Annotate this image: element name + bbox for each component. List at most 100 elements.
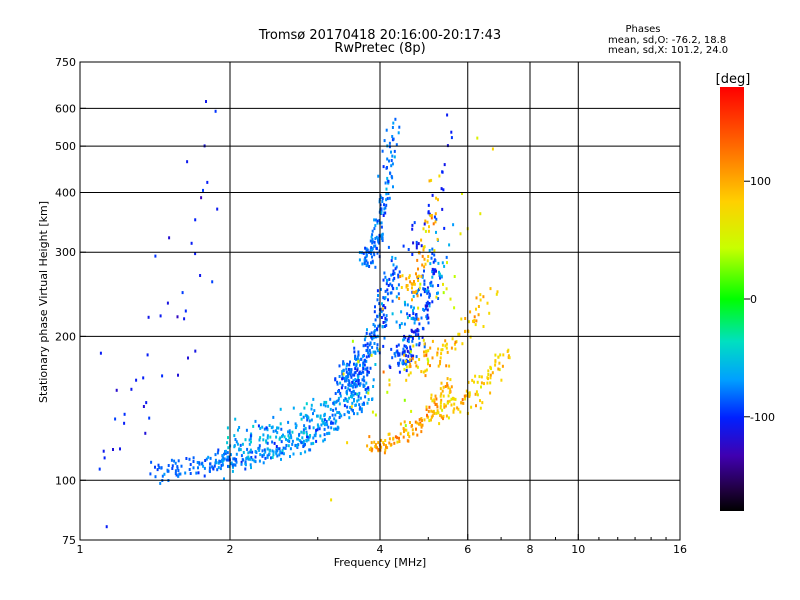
- colorbar-tick-label: 100: [750, 175, 771, 188]
- data-point: [382, 344, 385, 348]
- data-point: [294, 426, 297, 430]
- data-point: [478, 375, 481, 379]
- data-point: [208, 470, 211, 473]
- data-point: [420, 316, 423, 320]
- data-point: [441, 343, 444, 347]
- data-point: [335, 419, 338, 423]
- data-point: [192, 466, 195, 470]
- data-point: [396, 351, 399, 355]
- data-point: [415, 243, 418, 247]
- data-point: [271, 440, 274, 444]
- data-point: [285, 444, 288, 447]
- data-point: [364, 246, 367, 250]
- data-point: [371, 233, 374, 237]
- data-point: [459, 232, 462, 236]
- data-point: [266, 455, 269, 459]
- data-point: [384, 320, 387, 324]
- data-point: [443, 403, 446, 407]
- data-point: [308, 448, 311, 452]
- data-point: [333, 400, 336, 404]
- data-point: [442, 394, 445, 398]
- data-point: [385, 318, 388, 322]
- data-point: [352, 393, 355, 397]
- data-point: [292, 452, 295, 456]
- data-point: [411, 253, 414, 256]
- data-point: [376, 314, 379, 318]
- data-point: [388, 141, 391, 145]
- x-tick-label: 2: [227, 543, 234, 556]
- data-point: [280, 457, 282, 461]
- data-point: [380, 211, 383, 215]
- data-point: [194, 349, 197, 353]
- data-point: [171, 464, 174, 468]
- data-point: [304, 450, 307, 454]
- data-point: [221, 463, 224, 467]
- data-point: [429, 214, 432, 218]
- y-tick-label: 300: [55, 246, 76, 259]
- data-point: [422, 248, 425, 252]
- data-point: [440, 392, 443, 396]
- data-point: [382, 321, 385, 324]
- data-point: [184, 309, 187, 313]
- data-point: [388, 441, 391, 445]
- data-point: [474, 323, 477, 327]
- data-point: [425, 405, 428, 409]
- data-point: [411, 356, 414, 360]
- data-point: [416, 258, 419, 262]
- data-point: [376, 327, 378, 331]
- data-point: [391, 356, 394, 360]
- data-point: [433, 215, 436, 219]
- data-point: [382, 278, 385, 282]
- data-point: [405, 365, 408, 369]
- data-point: [450, 136, 453, 140]
- data-point: [368, 435, 371, 439]
- data-point: [418, 286, 421, 290]
- data-point: [291, 430, 294, 434]
- data-point: [361, 262, 364, 266]
- data-point: [440, 381, 443, 385]
- data-point: [316, 414, 319, 418]
- data-point: [425, 353, 428, 357]
- data-point: [276, 447, 279, 451]
- data-point: [342, 362, 345, 366]
- data-point: [458, 332, 461, 336]
- data-point: [494, 353, 497, 357]
- data-point: [278, 453, 281, 457]
- data-point: [271, 449, 274, 453]
- data-point: [352, 373, 355, 377]
- data-point: [323, 433, 326, 437]
- data-point: [235, 460, 238, 464]
- data-point: [258, 438, 261, 442]
- data-point: [467, 330, 470, 333]
- data-point: [408, 276, 411, 280]
- data-point: [374, 265, 377, 269]
- data-point: [345, 367, 348, 371]
- data-point: [433, 398, 436, 402]
- data-point: [316, 423, 319, 427]
- data-point: [303, 406, 306, 410]
- data-point: [292, 406, 295, 410]
- data-point: [359, 357, 362, 361]
- data-point: [411, 286, 413, 290]
- data-point: [476, 380, 479, 384]
- data-point: [489, 373, 492, 377]
- data-point: [453, 407, 456, 411]
- data-point: [195, 471, 198, 475]
- data-point: [389, 282, 392, 286]
- data-point: [403, 420, 406, 424]
- data-point: [281, 451, 284, 455]
- data-point: [206, 180, 209, 184]
- data-point: [394, 435, 397, 439]
- data-point: [159, 314, 162, 318]
- data-point: [373, 342, 376, 345]
- colorbar: [720, 87, 744, 511]
- data-point: [396, 436, 399, 440]
- data-point: [414, 333, 417, 337]
- data-point: [241, 442, 244, 446]
- data-point: [433, 411, 436, 415]
- data-point: [406, 439, 409, 443]
- data-point: [431, 399, 434, 403]
- stats-o-mode: mean, sd,O: -76.2, 18.8: [608, 35, 726, 46]
- data-point: [307, 438, 310, 442]
- data-point: [302, 415, 305, 419]
